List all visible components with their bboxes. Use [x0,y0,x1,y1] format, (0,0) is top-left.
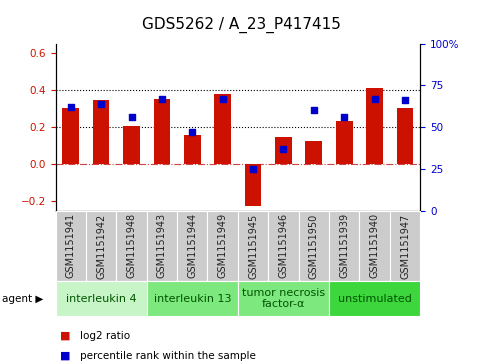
Bar [275,137,292,164]
Text: GDS5262 / A_23_P417415: GDS5262 / A_23_P417415 [142,16,341,33]
Text: GSM1151939: GSM1151939 [339,213,349,278]
Point [401,97,409,103]
Text: GSM1151948: GSM1151948 [127,213,137,278]
Point [371,96,379,102]
Text: GSM1151943: GSM1151943 [157,213,167,278]
Text: tumor necrosis
factor-α: tumor necrosis factor-α [242,288,325,309]
Text: ■: ■ [60,331,71,341]
Point [249,166,257,172]
Text: GSM1151949: GSM1151949 [218,213,227,278]
Bar [305,140,322,164]
Point [67,104,74,110]
Bar [93,100,110,164]
Point [97,101,105,107]
Text: GSM1151940: GSM1151940 [369,213,380,278]
Bar [123,126,140,164]
Point [310,107,318,113]
Point [128,114,135,120]
Point [188,129,196,135]
Bar [184,135,200,164]
Text: log2 ratio: log2 ratio [80,331,130,341]
Text: GSM1151945: GSM1151945 [248,213,258,278]
Text: GSM1151941: GSM1151941 [66,213,76,278]
Text: GSM1151944: GSM1151944 [187,213,197,278]
Bar [366,88,383,164]
Text: ■: ■ [60,351,71,361]
Point [280,146,287,152]
Bar [214,94,231,164]
Text: GSM1151950: GSM1151950 [309,213,319,278]
Point [341,114,348,120]
Bar [245,164,261,207]
Text: agent ▶: agent ▶ [2,294,44,303]
Bar [397,108,413,164]
Text: percentile rank within the sample: percentile rank within the sample [80,351,256,361]
Bar [154,99,170,164]
Text: interleukin 13: interleukin 13 [154,294,231,303]
Point [158,96,166,102]
Bar [336,121,353,164]
Text: interleukin 4: interleukin 4 [66,294,136,303]
Text: GSM1151946: GSM1151946 [279,213,288,278]
Text: unstimulated: unstimulated [338,294,412,303]
Text: GSM1151942: GSM1151942 [96,213,106,278]
Text: GSM1151947: GSM1151947 [400,213,410,278]
Point [219,96,227,102]
Bar [62,107,79,164]
